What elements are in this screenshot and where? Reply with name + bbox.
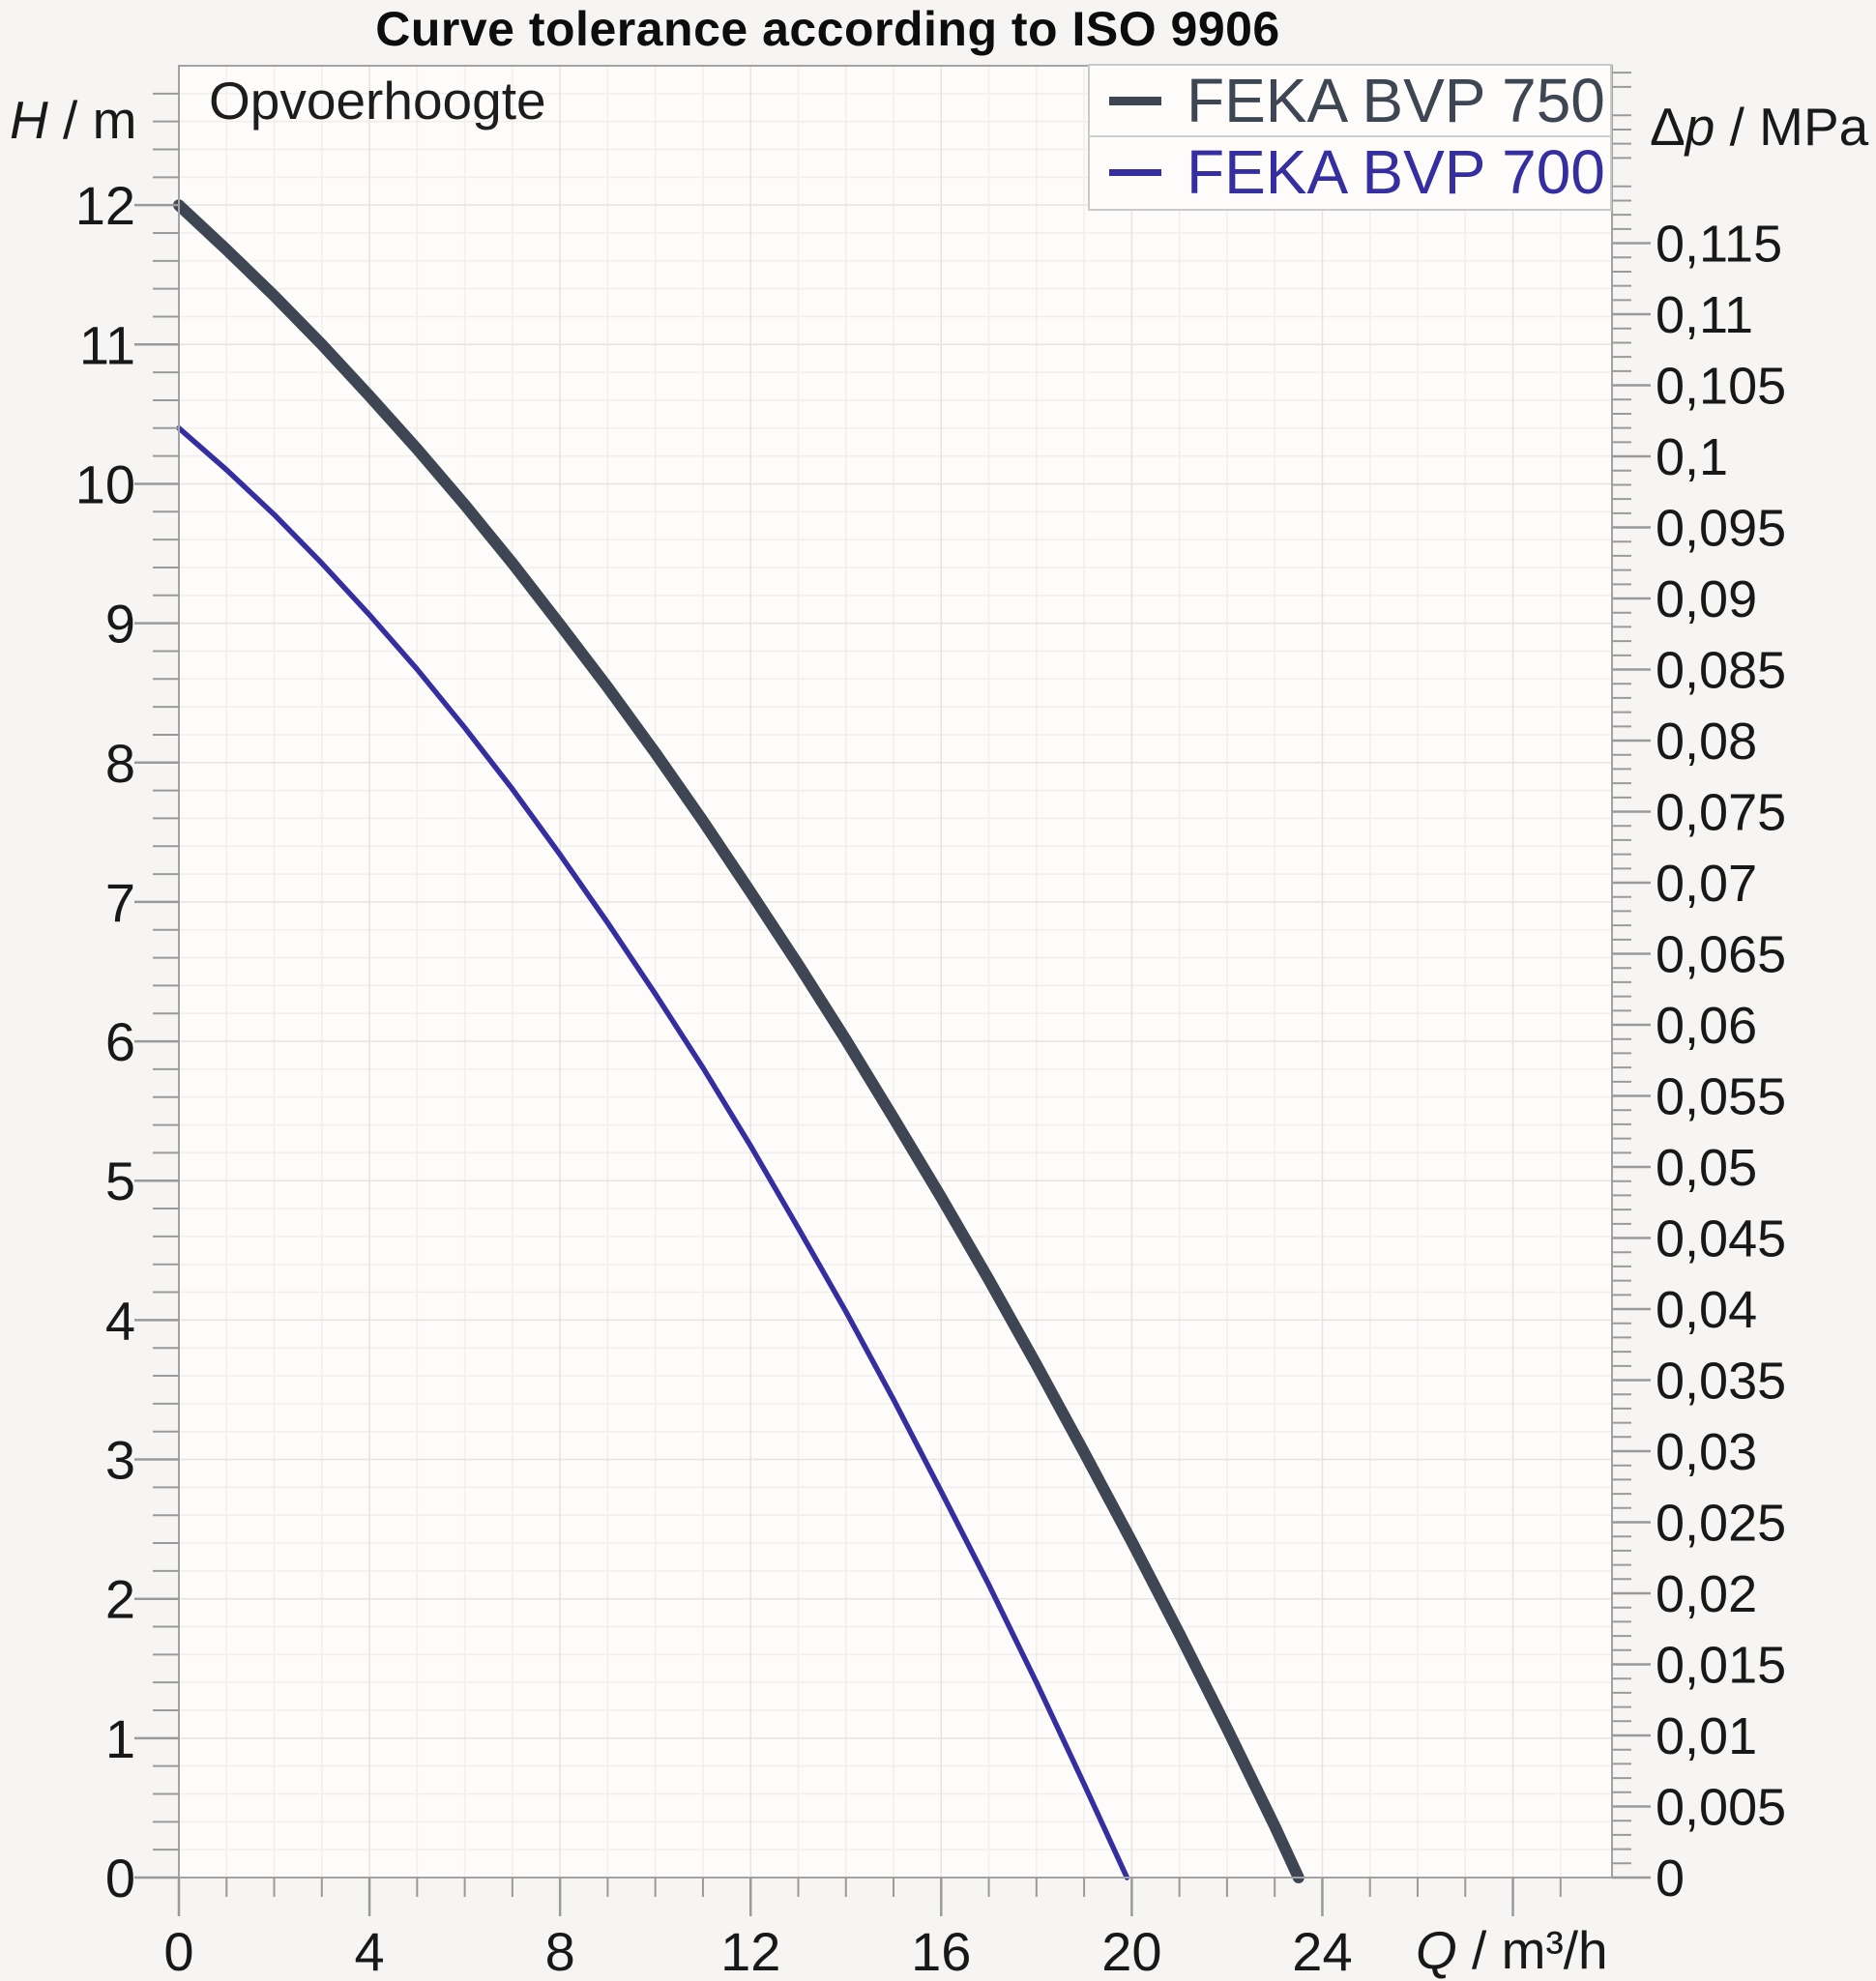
tick-label: 8	[105, 733, 135, 794]
tick-label: 0,11	[1656, 286, 1753, 344]
plot-area-label: Opvoerhoogte	[209, 71, 546, 131]
tick-label: 4	[105, 1290, 135, 1351]
tick-label: 0,045	[1656, 1210, 1786, 1268]
tick-label: 0,075	[1656, 784, 1786, 842]
tick-label: 0,065	[1656, 926, 1786, 984]
legend-item-feka-bvp-700: FEKA BVP 700	[1090, 135, 1610, 207]
tick-label: 0,01	[1656, 1707, 1757, 1765]
tick-label: 12	[75, 175, 135, 236]
right-axis-title: Δp / MPa	[1650, 96, 1868, 158]
plot-background	[179, 66, 1612, 1878]
tick-label: 0,05	[1656, 1139, 1757, 1197]
tick-label: 0,04	[1656, 1281, 1757, 1339]
left-axis-title: H / m	[10, 89, 136, 151]
grid-major	[179, 66, 1612, 1878]
chart-title: Curve tolerance according to ISO 9906	[375, 2, 1280, 56]
legend-label: FEKA BVP 750	[1187, 66, 1605, 135]
tick-label: 0,005	[1656, 1779, 1786, 1837]
tick-label: 1	[105, 1708, 135, 1769]
tick-label: 0,055	[1656, 1068, 1786, 1126]
tick-label: 2	[105, 1569, 135, 1630]
tick-label: 0	[105, 1848, 135, 1908]
x-axis-symbol: Q	[1416, 1920, 1457, 1980]
x-axis-unit: / m³/h	[1456, 1920, 1608, 1980]
tick-label: 24	[1292, 1921, 1352, 1979]
right-axis-prefix: Δ	[1650, 97, 1685, 157]
tick-label: 3	[105, 1430, 135, 1491]
x-axis-title: Q / m³/h	[1416, 1919, 1608, 1981]
tick-label: 9	[105, 594, 135, 655]
tick-label: 0,08	[1656, 713, 1757, 771]
tick-label: 0,07	[1656, 855, 1757, 913]
tick-label: 0,035	[1656, 1353, 1786, 1411]
tick-label: 0	[1656, 1850, 1685, 1908]
tick-label: 0,105	[1656, 358, 1786, 416]
tick-label: 7	[105, 872, 135, 933]
tick-label: 20	[1101, 1921, 1161, 1979]
tick-label: 0,115	[1656, 216, 1782, 274]
tick-label: 11	[79, 314, 135, 375]
tick-label: 4	[354, 1921, 384, 1979]
tick-label: 8	[545, 1921, 575, 1979]
tick-label: 0	[163, 1921, 193, 1979]
tick-label: 6	[105, 1011, 135, 1072]
right-axis-symbol: p	[1685, 97, 1715, 157]
tick-label: 0,025	[1656, 1495, 1786, 1553]
legend-label: FEKA BVP 700	[1187, 137, 1605, 207]
curve-feka-bvp-700	[176, 425, 1130, 1880]
tick-label: 0,095	[1656, 500, 1786, 558]
tick-label: 0,06	[1656, 997, 1757, 1055]
tick-label: 0,015	[1656, 1637, 1786, 1695]
left-axis-symbol: H	[10, 90, 48, 150]
plot-frame	[178, 65, 1613, 1879]
tick-label: 10	[75, 453, 135, 514]
tick-label: 0,03	[1656, 1423, 1757, 1481]
legend: FEKA BVP 750 FEKA BVP 700	[1088, 64, 1612, 211]
legend-line-swatch-700	[1109, 168, 1161, 176]
right-axis-unit: / MPa	[1715, 97, 1869, 157]
axis-ticks	[134, 72, 1651, 1916]
legend-item-feka-bvp-750: FEKA BVP 750	[1090, 66, 1610, 135]
tick-label: 12	[720, 1921, 780, 1979]
tick-label: 0,02	[1656, 1565, 1757, 1623]
left-axis-unit: / m	[47, 90, 137, 150]
curve-feka-bvp-750	[173, 199, 1304, 1883]
tick-label: 0,1	[1656, 428, 1728, 486]
tick-label: 16	[911, 1921, 971, 1979]
tick-label: 0,085	[1656, 642, 1786, 700]
tick-label: 5	[105, 1151, 135, 1211]
legend-line-swatch-750	[1109, 96, 1161, 105]
tick-label: 0,09	[1656, 570, 1757, 628]
